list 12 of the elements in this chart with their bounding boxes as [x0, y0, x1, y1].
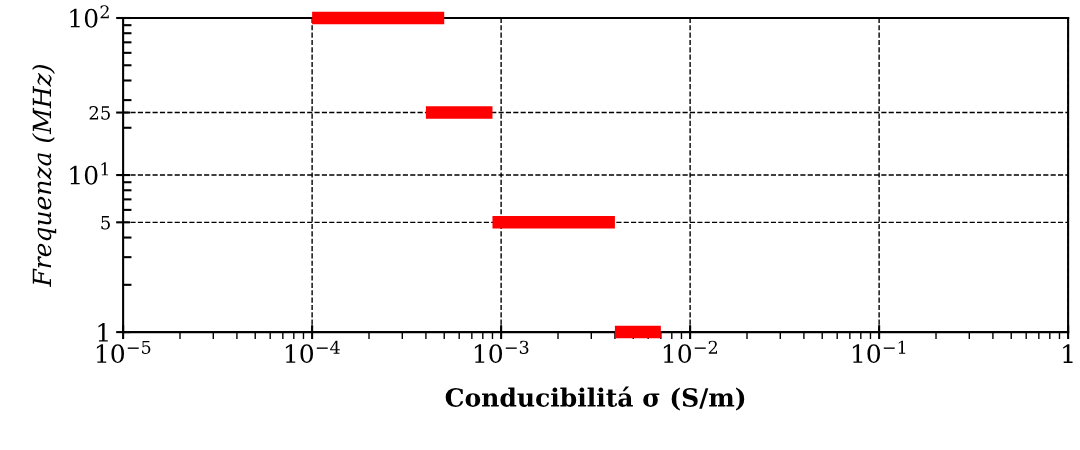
y-tick-label: 5 [101, 216, 110, 230]
x-tick-label: 1 [1063, 344, 1073, 363]
x-tick-label: 10$^{−1}$ [852, 340, 906, 364]
y-axis-title: Frequenza (MHz) [32, 65, 57, 288]
x-axis-title: Conducibilitá σ (S/m) [445, 386, 745, 411]
y-tick-label: 10$^{1}$ [70, 162, 108, 185]
x-tick-label: 10$^{−3}$ [474, 340, 529, 364]
y-tick-label: 25 [89, 106, 110, 120]
y-tick-label: 10$^{2}$ [70, 5, 109, 28]
x-tick-label: 10$^{−4}$ [285, 340, 340, 364]
y-tick-label: 1 [98, 323, 108, 342]
x-tick-label: 10$^{−2}$ [663, 340, 717, 364]
